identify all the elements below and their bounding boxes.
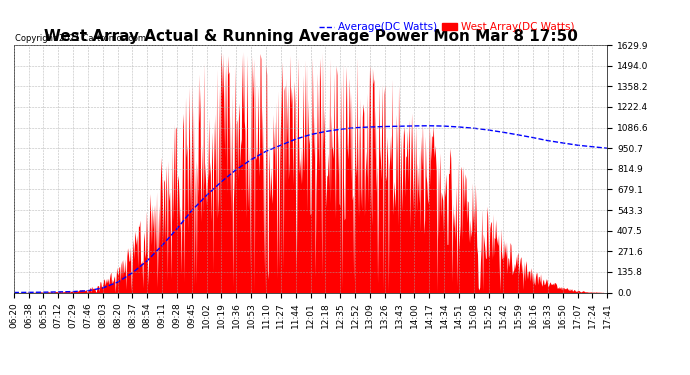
Legend: Average(DC Watts), West Array(DC Watts): Average(DC Watts), West Array(DC Watts)	[315, 18, 578, 36]
Text: Copyright 2021 Cartronics.com: Copyright 2021 Cartronics.com	[15, 33, 146, 42]
Title: West Array Actual & Running Average Power Mon Mar 8 17:50: West Array Actual & Running Average Powe…	[43, 29, 578, 44]
